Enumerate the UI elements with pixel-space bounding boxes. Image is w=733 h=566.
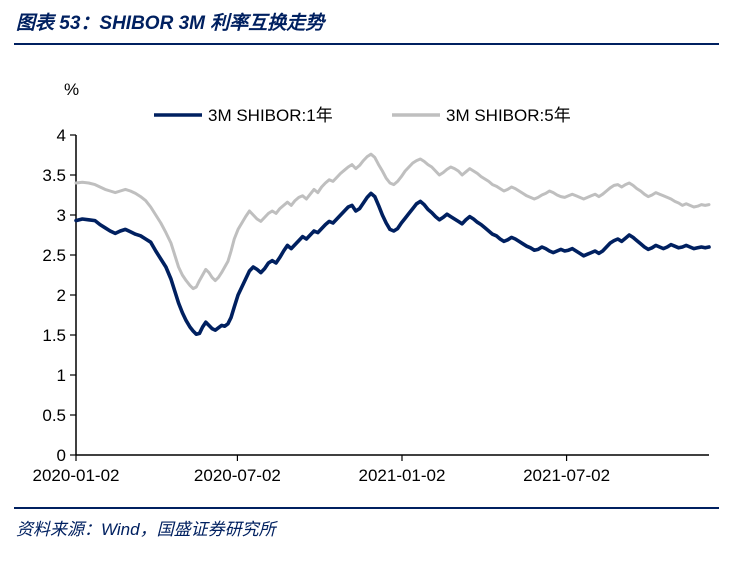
y-tick-label: 1.5 (42, 326, 66, 345)
y-tick-label: 2.5 (42, 246, 66, 265)
chart-source: 资料来源：Wind，国盛证券研究所 (0, 513, 733, 548)
legend-label: 3M SHIBOR:1年 (208, 106, 333, 125)
y-tick-label: 0.5 (42, 406, 66, 425)
y-tick-label: 3.5 (42, 166, 66, 185)
chart-header: 图表 53：SHIBOR 3M 利率互换走势 (0, 0, 733, 41)
x-tick-label: 2020-01-02 (33, 466, 120, 485)
footer-rule (14, 507, 719, 509)
y-tick-label: 1 (57, 366, 66, 385)
y-tick-label: 3 (57, 206, 66, 225)
line-chart: % 3M SHIBOR:1年 3M SHIBOR:5年 0 0.5 1 1.5 2 2.5 3 3.… (14, 55, 719, 507)
y-tick-label: 2 (57, 286, 66, 305)
chart-container: % 3M SHIBOR:1年 3M SHIBOR:5年 0 0.5 1 1.5 2 2.5 3 3.… (0, 45, 733, 507)
x-tick-label: 2021-01-02 (359, 466, 446, 485)
y-tick-label: 4 (57, 126, 66, 145)
legend-label: 3M SHIBOR:5年 (446, 106, 571, 125)
y-unit-label: % (64, 80, 79, 99)
x-tick-label: 2020-07-02 (194, 466, 281, 485)
x-tick-label: 2021-07-02 (523, 466, 610, 485)
y-tick-label: 0 (57, 446, 66, 465)
chart-title: 图表 53：SHIBOR 3M 利率互换走势 (16, 8, 717, 35)
